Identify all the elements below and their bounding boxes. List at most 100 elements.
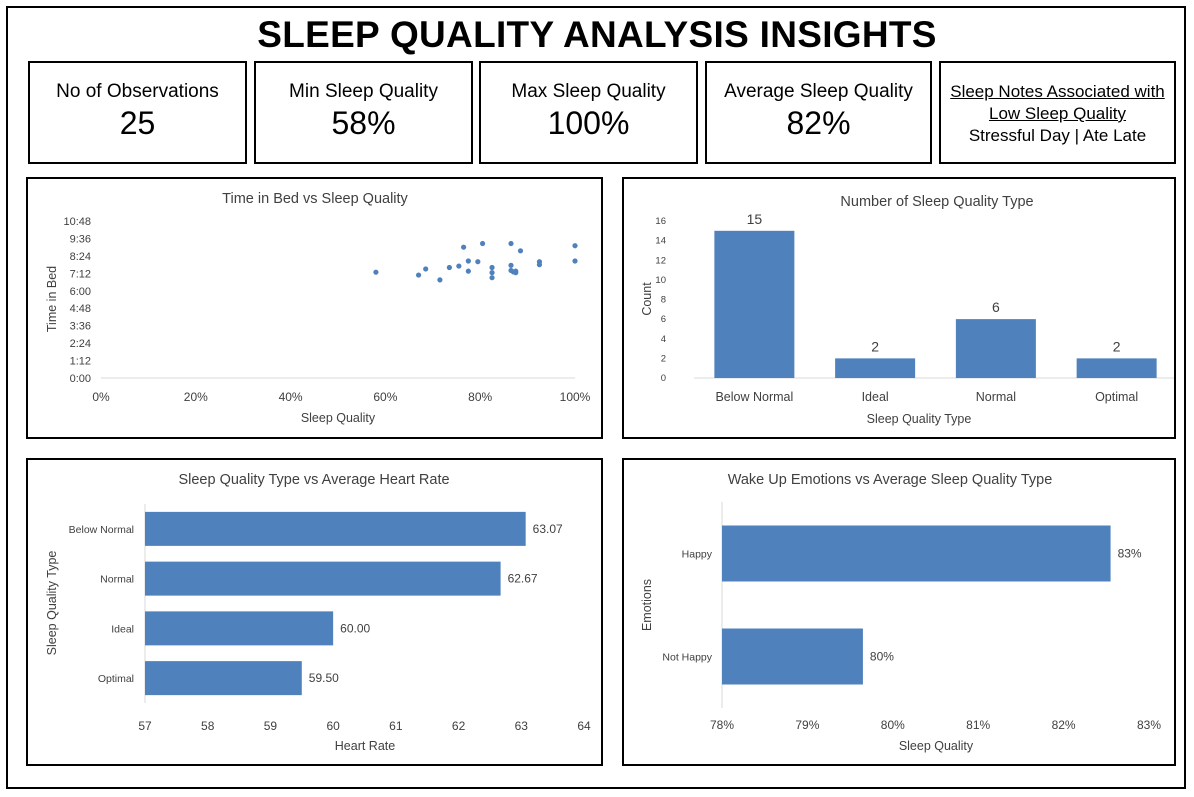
scatter-point	[479, 240, 486, 247]
data-label: 59.50	[309, 671, 339, 685]
y-tick-label: 10:48	[63, 216, 91, 228]
y-tick-label: 2	[661, 353, 666, 364]
scatter-point	[508, 262, 514, 268]
scatter-point	[423, 266, 429, 272]
y-tick-label: 6:00	[70, 286, 91, 298]
y-tick-label: 0	[661, 373, 666, 384]
y-tick-label: 1:12	[70, 356, 91, 368]
dashboard-frame	[6, 6, 1186, 789]
y-tick-label: Happy	[682, 549, 713, 561]
data-label: 15	[747, 211, 763, 227]
scatter-point	[437, 277, 443, 283]
x-tick-label: Ideal	[862, 390, 889, 404]
chart-title: Sleep Quality Type vs Average Heart Rate	[178, 472, 449, 488]
y-tick-label: 8:24	[70, 251, 91, 263]
scatter-point	[456, 263, 462, 269]
chart-title: Wake Up Emotions vs Average Sleep Qualit…	[728, 472, 1053, 488]
sleep-notes-header: Sleep Notes Associated with Low Sleep Qu…	[950, 82, 1165, 123]
x-tick-label: 61	[389, 719, 403, 733]
kpi-value: 25	[119, 105, 156, 141]
x-tick-label: 59	[264, 719, 278, 733]
y-tick-label: 9:36	[70, 233, 91, 245]
y-tick-label: Ideal	[111, 623, 134, 635]
heart-rate-chart-panel: Sleep Quality Type vs Average Heart Rate…	[26, 458, 603, 766]
count-bar-chart: Number of Sleep Quality Type 0 2 4 6 8 10 12 14 1…	[640, 194, 1177, 426]
x-tick-label: 20%	[184, 390, 208, 404]
data-label: 62.67	[508, 572, 538, 586]
bar	[722, 628, 863, 685]
bar	[722, 525, 1111, 582]
data-label: 2	[871, 338, 879, 354]
y-tick-label: 0:00	[70, 373, 91, 385]
y-axis-title: Count	[640, 282, 654, 316]
scatter-point	[572, 258, 578, 264]
sleep-notes-box: Sleep Notes Associated with Low Sleep Qu…	[939, 61, 1176, 164]
heart-rate-bar-chart: Sleep Quality Type vs Average Heart Rate…	[45, 472, 591, 753]
kpi-value: 58%	[331, 105, 396, 141]
chart-title: Number of Sleep Quality Type	[840, 194, 1033, 210]
scatter-point	[517, 248, 524, 254]
scatter-chart-panel: Time in Bed vs Sleep Quality 0:00 1:12 2:24…	[26, 177, 603, 439]
sleep-notes-text: Stressful Day | Ate Late	[968, 126, 1147, 145]
x-tick-label: 81%	[966, 718, 990, 732]
data-label: 83%	[1118, 547, 1142, 561]
y-axis-title: Time in Bed	[45, 266, 59, 332]
scatter-point	[465, 268, 471, 274]
page-title: SLEEP QUALITY ANALYSIS INSIGHTS	[257, 14, 937, 55]
y-tick-label: 2:24	[70, 338, 91, 350]
y-tick-label: 10	[655, 275, 666, 286]
scatter-point	[373, 269, 379, 275]
bar	[145, 511, 526, 546]
x-tick-label: Below Normal	[715, 390, 793, 404]
bar	[145, 661, 302, 696]
x-tick-label: 60	[326, 719, 340, 733]
scatter-point	[508, 240, 514, 247]
kpi-max-quality: Max Sleep Quality 100%	[479, 61, 698, 164]
y-tick-label: 8	[661, 295, 666, 306]
scatter-point	[510, 269, 516, 275]
x-tick-label: 58	[201, 719, 215, 733]
kpi-label: Max Sleep Quality	[511, 81, 666, 102]
x-tick-label: 64	[577, 719, 591, 733]
scatter-point	[536, 262, 543, 268]
x-tick-label: 62	[452, 719, 466, 733]
y-tick-label: Not Happy	[662, 652, 712, 664]
x-axis-title: Heart Rate	[335, 739, 395, 753]
data-label: 80%	[870, 650, 894, 664]
chart-title: Time in Bed vs Sleep Quality	[222, 191, 408, 207]
y-tick-label: 6	[661, 314, 666, 325]
x-tick-label: Normal	[976, 390, 1016, 404]
y-tick-label: 16	[655, 216, 666, 227]
scatter-point	[489, 264, 495, 271]
emotions-bar-chart: Wake Up Emotions vs Average Sleep Qualit…	[640, 472, 1161, 753]
bar	[835, 358, 916, 378]
scatter-point	[475, 259, 481, 265]
bar	[1076, 358, 1157, 378]
y-tick-label: 4:48	[70, 303, 91, 315]
x-axis-title: Sleep Quality	[301, 411, 376, 425]
x-tick-label: 78%	[710, 718, 734, 732]
scatter-point	[415, 272, 422, 278]
x-axis-title: Sleep Quality	[899, 739, 974, 753]
x-tick-label: 79%	[795, 718, 819, 732]
kpi-label: Min Sleep Quality	[289, 81, 438, 102]
scatter-chart: Time in Bed vs Sleep Quality 0:00 1:12 2:24…	[45, 191, 591, 425]
scatter-point	[489, 270, 495, 276]
x-tick-label: 100%	[560, 390, 591, 404]
scatter-point	[572, 243, 578, 249]
scatter-point	[446, 264, 452, 271]
x-axis-title: Sleep Quality Type	[867, 412, 972, 426]
emotions-chart-panel: Wake Up Emotions vs Average Sleep Qualit…	[622, 458, 1176, 766]
kpi-label: Average Sleep Quality	[724, 81, 913, 102]
x-tick-label: 80%	[468, 390, 492, 404]
y-tick-label: Optimal	[98, 673, 134, 685]
x-tick-label: 83%	[1137, 718, 1161, 732]
bar	[714, 230, 795, 378]
data-label: 60.00	[340, 621, 370, 635]
x-tick-label: 63	[515, 719, 529, 733]
y-tick-label: 4	[661, 334, 666, 345]
scatter-point	[489, 275, 495, 281]
bar	[145, 611, 334, 646]
bar	[955, 319, 1036, 378]
y-tick-label: 14	[655, 236, 666, 247]
